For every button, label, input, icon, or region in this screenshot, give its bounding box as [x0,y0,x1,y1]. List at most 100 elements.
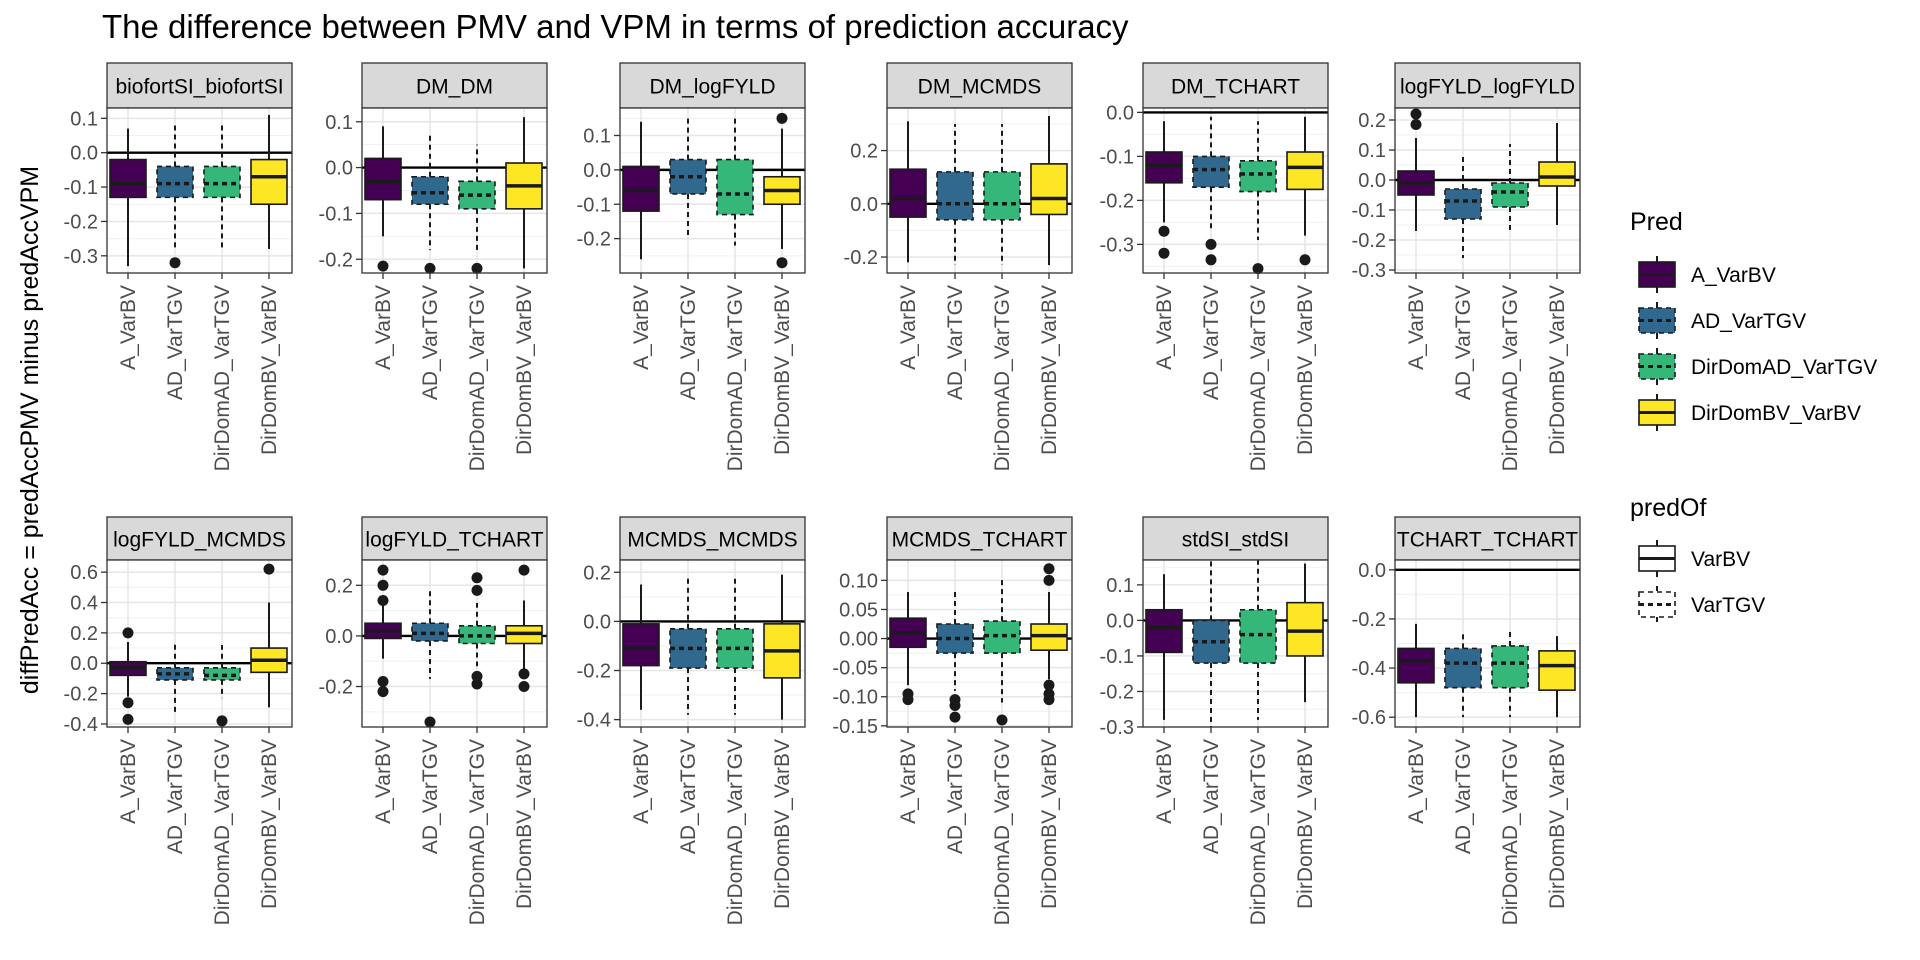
y-tick-label: 0.0 [325,158,353,180]
panel-border [1394,559,1581,728]
x-tick-label: DirDomAD_VarTGV [211,739,234,925]
strip-label: logFYLD_MCMDS [113,529,286,552]
y-tick-label: 0.0 [583,611,611,633]
y-tick-label: -0.2 [1352,609,1386,631]
box-body [1239,160,1277,193]
outlier-point [776,112,788,124]
x-tick-label: DirDomAD_VarTGV [1499,285,1522,471]
x-tick-label: A_VarBV [372,739,395,824]
outlier-point [1158,247,1170,259]
outlier-point [263,563,275,575]
x-tick-label: A_VarBV [372,285,395,370]
strip-label: DM_TCHART [1171,76,1300,99]
panel-logfyld-tchart: logFYLD_TCHART 0.2 0.0 -0.2 A_VarBV AD_VarTGV… [319,516,548,925]
x-tick-label: A_VarBV [1405,285,1428,370]
outlier-point [471,670,483,682]
y-tick-label: -0.2 [1100,681,1134,703]
x-tick-label: DirDomBV_VarBV [513,739,536,909]
outlier-point [1205,238,1217,250]
box-body [1491,182,1529,208]
panel-mcmds-mcmds: MCMDS_MCMDS 0.2 0.0 -0.2 -0.4 A_VarBV AD_VarTG… [577,516,806,925]
box-body [1397,647,1435,684]
box-body [1538,650,1576,691]
outlier-point [1043,694,1055,706]
y-tick-label: 0.0 [583,160,611,182]
y-tick-label: 0.0 [850,194,878,216]
box-dirdomad-vartgv [1491,628,1529,718]
box-a-varbv [1397,623,1435,718]
panel-mcmds-tchart: MCMDS_TCHART 0.10 0.05 0.00 -0.05 -0.10 -0.15 A… [832,516,1073,925]
y-tick-label: 0.0 [325,626,353,648]
x-tick-label: DirDomBV_VarBV [771,739,794,909]
outlier-point [377,686,389,698]
x-tick-label: DirDomBV_VarBV [1038,739,1061,909]
y-tick-label: -0.4 [1352,658,1386,680]
outlier-point [1410,108,1422,120]
outlier-point [424,262,436,274]
box-ad-vartgv [1444,633,1482,718]
y-tick-label: -0.1 [1352,200,1386,222]
strip-label: DM_logFYLD [649,76,775,99]
legend-pred-label: AD_VarTGV [1691,310,1806,333]
box-body [1286,601,1324,657]
y-tick-label: 0.1 [1106,575,1134,597]
panel-border [361,559,548,728]
box-body [1192,155,1230,188]
outlier-point [949,699,961,711]
box-dirdomad-vartgv [716,574,754,715]
box-body [1444,647,1482,689]
outlier-point [1410,119,1422,130]
panel-stdsi-stdsi: stdSI_stdSI 0.1 0.0 -0.1 -0.2 -0.3 A_VarBV AD_V… [1100,516,1329,925]
outlier-point [1043,574,1055,586]
strip-label: stdSI_stdSI [1182,529,1289,552]
x-tick-label: DirDomAD_VarTGV [1247,739,1270,925]
outlier-point [169,257,181,269]
box-body [1538,161,1576,187]
outlier-point [471,678,483,690]
strip-logfyld-mcmds [106,516,293,561]
y-tick-label: 0.1 [325,112,353,134]
x-tick-label: DirDomAD_VarTGV [1247,285,1270,471]
box-a-varbv [109,627,147,725]
box-ad-vartgv [156,121,194,269]
legend-pred-title: Pred [1630,208,1683,236]
legend-predof-label: VarBV [1691,548,1750,571]
x-tick-label: DirDomBV_VarBV [771,285,794,455]
box-a-varbv [622,121,660,260]
box-dirdombv-varbv [250,114,288,249]
y-tick-label: 0.0 [1358,170,1386,192]
strip-label: DM_DM [416,76,493,99]
y-tick-label: 0.00 [839,629,878,651]
y-tick-label: 0.2 [70,623,98,645]
y-tick-label: -0.3 [1100,234,1134,256]
y-tick-label: -0.6 [1352,707,1386,729]
y-tick-label: 0.2 [325,575,353,597]
outlier-point [377,564,389,576]
strip-mcmds-tchart [886,516,1073,561]
panel-dm-mcmds: DM_MCMDS 0.2 0.0 -0.2 A_VarBV AD_VarTGV DirDom… [844,62,1073,471]
y-tick-label: -0.10 [832,687,878,709]
panel-border [1142,107,1329,274]
box-dirdomad-vartgv [716,118,754,246]
y-tick-label: -0.2 [844,247,878,269]
box-ad-vartgv [936,123,974,266]
box-dirdomad-vartgv [458,572,496,690]
panel-tchart-tchart: TCHART_TCHART 0.0 -0.2 -0.4 -0.6 A_VarBV AD_Va… [1352,516,1581,925]
box-body [411,175,449,206]
box-ad-vartgv [411,590,449,728]
y-tick-label: -0.2 [319,677,353,699]
y-tick-label: -0.05 [832,658,878,680]
outlier-point [216,715,228,727]
x-tick-label: DirDomBV_VarBV [513,285,536,455]
strip-mcmds-mcmds [619,516,806,561]
outlier-point [122,713,134,725]
box-body [716,158,754,216]
outlier-point [996,714,1008,726]
outlier-point [122,627,134,639]
outlier-point [776,257,788,269]
y-tick-label: 0.0 [1358,560,1386,582]
legend: Pred A_VarBV AD_VarTGV DirDomAD_VarTGV DirDo… [1630,208,1877,623]
panel-background [107,560,292,727]
panel-border [886,559,1073,728]
strip-tchart-tchart [1394,516,1581,561]
